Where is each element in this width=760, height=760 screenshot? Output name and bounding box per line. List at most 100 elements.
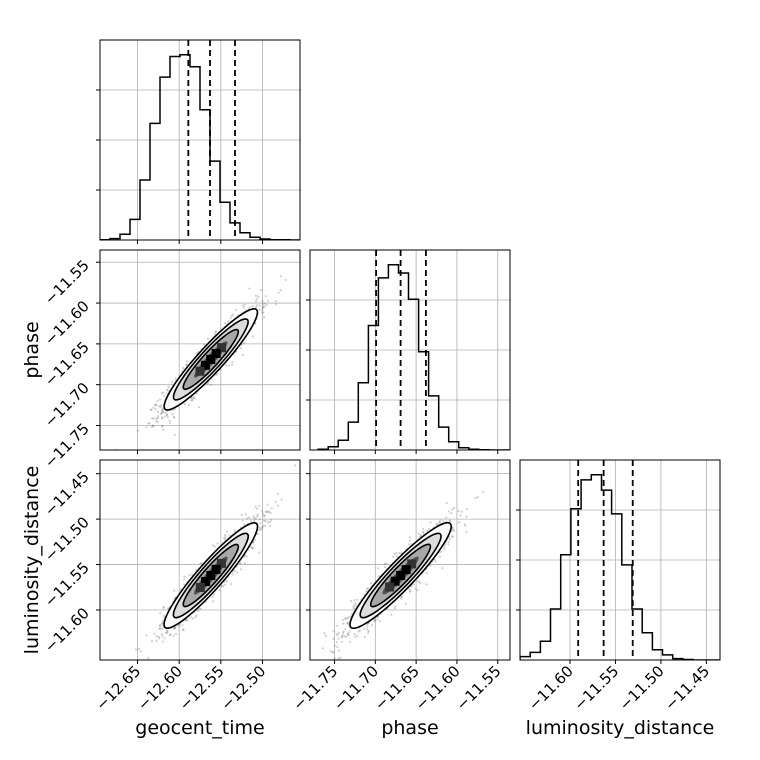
- scatter-point: [174, 626, 177, 629]
- scatter-point: [173, 626, 176, 629]
- scatter-point: [262, 311, 265, 314]
- scatter-point: [393, 553, 396, 556]
- scatter-point: [336, 645, 339, 649]
- scatter-point: [279, 289, 282, 292]
- scatter-point: [341, 631, 345, 634]
- scatter-point: [315, 665, 317, 667]
- scatter-point: [418, 580, 421, 583]
- scatter-point: [263, 514, 266, 517]
- scatter-point: [434, 560, 437, 563]
- scatter-point: [181, 624, 184, 627]
- scatter-point: [436, 523, 439, 526]
- scatter-point: [448, 519, 451, 522]
- scatter-point: [213, 332, 216, 335]
- scatter-point: [342, 622, 345, 625]
- scatter-point: [166, 413, 169, 416]
- scatter-point: [153, 632, 156, 636]
- x-tick-label: −12.55: [176, 662, 228, 714]
- scatter-point: [195, 392, 198, 395]
- scatter-point: [383, 563, 386, 566]
- density-peak: [217, 343, 227, 353]
- scatter-point: [443, 546, 446, 549]
- scatter-point: [451, 526, 454, 530]
- scatter-point: [163, 637, 166, 640]
- scatter-point: [224, 322, 227, 325]
- scatter-point: [161, 621, 164, 625]
- scatter-point: [354, 635, 357, 638]
- scatter-point: [261, 526, 264, 529]
- scatter-point: [398, 551, 401, 555]
- scatter-point: [156, 410, 160, 414]
- panel-phase-vs-geocent_time: [99, 249, 301, 451]
- scatter-point: [264, 520, 267, 523]
- scatter-point: [261, 300, 264, 303]
- scatter-point: [174, 377, 177, 380]
- scatter-point: [338, 649, 341, 652]
- scatter-point: [193, 397, 196, 400]
- scatter-point: [363, 635, 366, 639]
- scatter-point: [158, 627, 161, 630]
- density-peak: [396, 571, 406, 580]
- scatter-point: [168, 419, 171, 422]
- scatter-point: [343, 635, 346, 638]
- scatter-point: [145, 634, 148, 637]
- scatter-point: [254, 517, 257, 521]
- scatter-point: [160, 392, 163, 395]
- scatter-point: [284, 278, 287, 282]
- scatter-point: [161, 416, 164, 419]
- density-peak: [195, 366, 205, 376]
- scatter-point: [190, 396, 193, 399]
- x-tick-label: −11.55: [453, 662, 505, 714]
- scatter-point: [162, 619, 165, 622]
- scatter-point: [209, 383, 213, 386]
- scatter-point: [447, 543, 450, 546]
- scatter-point: [277, 291, 280, 294]
- scatter-point: [213, 545, 216, 548]
- scatter-point: [276, 492, 279, 495]
- scatter-point: [256, 532, 259, 536]
- scatter-point: [244, 554, 247, 557]
- scatter-point: [263, 524, 267, 528]
- x-tick-label: −11.70: [330, 662, 382, 714]
- scatter-point: [376, 618, 379, 621]
- scatter-point: [223, 583, 226, 586]
- scatter-point: [460, 510, 463, 513]
- scatter-point: [366, 587, 370, 590]
- scatter-point: [342, 630, 345, 633]
- scatter-point: [160, 411, 164, 414]
- scatter-point: [156, 421, 159, 424]
- scatter-point: [435, 523, 438, 526]
- scatter-point: [263, 302, 266, 305]
- scatter-point: [224, 538, 227, 541]
- scatter-point: [465, 515, 468, 518]
- density-peak: [390, 576, 400, 586]
- scatter-point: [161, 408, 164, 411]
- x-axis-label-luminosity_distance: luminosity_distance: [526, 717, 715, 739]
- scatter-point: [228, 534, 231, 537]
- density-peak: [211, 564, 221, 574]
- scatter-point: [425, 572, 428, 575]
- scatter-point: [408, 590, 411, 593]
- scatter-point: [344, 617, 348, 620]
- panel-luminosity_distance-vs-phase: [309, 459, 511, 667]
- scatter-point: [188, 574, 191, 577]
- x-tick-label: −11.60: [412, 662, 464, 714]
- scatter-point: [332, 637, 335, 641]
- scatter-point: [336, 634, 339, 637]
- density-peak: [206, 354, 216, 364]
- density-peak: [407, 559, 417, 569]
- scatter-point: [464, 524, 467, 527]
- scatter-point: [266, 503, 269, 506]
- scatter-point: [270, 518, 273, 522]
- scatter-point: [215, 330, 218, 333]
- scatter-point: [439, 521, 442, 524]
- scatter-point: [453, 507, 456, 510]
- scatter-point: [268, 520, 272, 523]
- scatter-point: [159, 412, 162, 415]
- scatter-point: [139, 665, 141, 667]
- scatter-point: [174, 632, 178, 635]
- scatter-point: [354, 602, 357, 605]
- density-peak: [216, 558, 226, 568]
- scatter-point: [377, 615, 380, 619]
- scatter-point: [162, 605, 165, 609]
